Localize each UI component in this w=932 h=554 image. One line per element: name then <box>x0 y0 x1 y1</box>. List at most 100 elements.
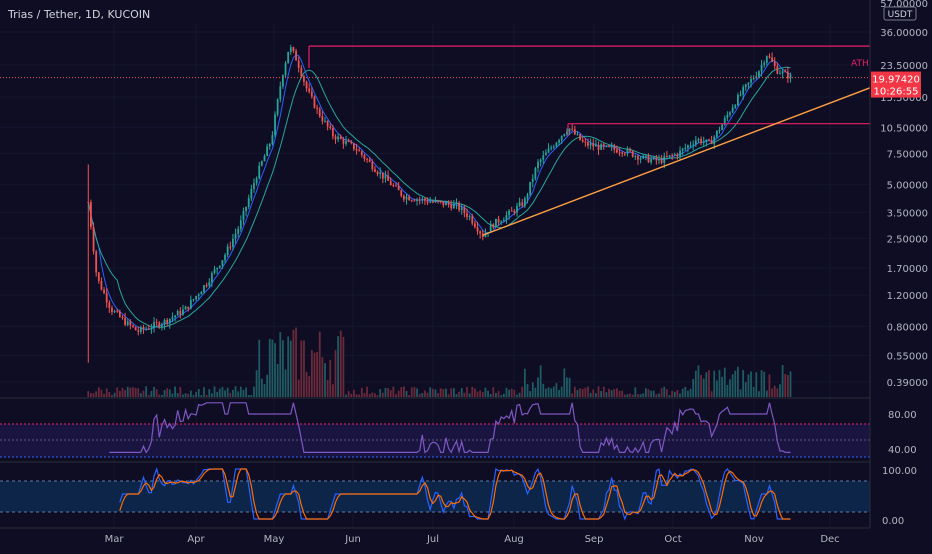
candle-body[interactable] <box>597 144 600 150</box>
candle-body[interactable] <box>121 316 124 318</box>
candle-body[interactable] <box>210 273 213 283</box>
candle-body[interactable] <box>589 143 592 146</box>
candle-body[interactable] <box>137 330 140 332</box>
candle-body[interactable] <box>271 135 274 145</box>
candle-body[interactable] <box>768 56 771 58</box>
candle-body[interactable] <box>616 149 618 153</box>
candle-body[interactable] <box>747 82 750 85</box>
candle-body[interactable] <box>416 199 418 202</box>
candle-body[interactable] <box>255 178 258 184</box>
candle-body[interactable] <box>566 131 568 135</box>
candle-body[interactable] <box>358 150 361 152</box>
candle-body[interactable] <box>681 148 684 151</box>
candle-body[interactable] <box>668 155 671 157</box>
candle-body[interactable] <box>426 200 429 203</box>
candle-body[interactable] <box>129 321 132 326</box>
candle-body[interactable] <box>384 175 387 179</box>
candle-body[interactable] <box>395 185 397 187</box>
candle-body[interactable] <box>111 307 113 313</box>
candle-body[interactable] <box>786 71 789 79</box>
candle-body[interactable] <box>103 289 105 294</box>
candle-body[interactable] <box>389 180 392 186</box>
candle-body[interactable] <box>510 210 513 212</box>
candle-body[interactable] <box>179 310 182 315</box>
candle-body[interactable] <box>705 139 708 142</box>
candle-body[interactable] <box>402 195 405 200</box>
candle-body[interactable] <box>489 224 492 233</box>
candle-body[interactable] <box>176 310 179 316</box>
candle-body[interactable] <box>731 107 734 113</box>
candle-body[interactable] <box>297 60 300 68</box>
candle-body[interactable] <box>266 146 269 156</box>
candle-body[interactable] <box>163 319 166 325</box>
candle-body[interactable] <box>468 216 471 218</box>
candle-body[interactable] <box>658 158 660 161</box>
candle-body[interactable] <box>171 317 174 319</box>
candle-body[interactable] <box>516 206 518 213</box>
candle-body[interactable] <box>184 306 187 310</box>
candle-body[interactable] <box>150 328 153 330</box>
candle-body[interactable] <box>729 112 731 115</box>
candle-body[interactable] <box>529 181 532 195</box>
candle-body[interactable] <box>253 183 255 189</box>
candle-body[interactable] <box>274 114 276 136</box>
candle-body[interactable] <box>758 71 760 77</box>
candle-body[interactable] <box>518 202 521 207</box>
candle-body[interactable] <box>247 198 250 207</box>
candle-body[interactable] <box>634 155 637 157</box>
symbol-title[interactable]: Trias / Tether, 1D, KUCOIN <box>7 8 150 21</box>
candle-body[interactable] <box>371 161 374 170</box>
candle-body[interactable] <box>631 151 634 157</box>
candle-body[interactable] <box>95 251 98 273</box>
candle-body[interactable] <box>334 136 337 140</box>
candle-body[interactable] <box>694 140 697 145</box>
candle-body[interactable] <box>650 159 653 163</box>
candle-body[interactable] <box>684 147 687 149</box>
candle-body[interactable] <box>584 141 587 143</box>
candle-body[interactable] <box>466 213 468 217</box>
candle-body[interactable] <box>445 202 447 206</box>
candle-body[interactable] <box>321 116 324 122</box>
candle-body[interactable] <box>776 65 779 74</box>
candle-body[interactable] <box>505 215 508 221</box>
candle-body[interactable] <box>303 76 305 82</box>
candle-body[interactable] <box>660 158 663 163</box>
candle-body[interactable] <box>471 216 474 224</box>
candle-body[interactable] <box>492 224 495 228</box>
candle-body[interactable] <box>258 165 261 179</box>
candle-body[interactable] <box>692 144 695 146</box>
candle-body[interactable] <box>405 196 408 200</box>
candle-body[interactable] <box>108 302 111 308</box>
candle-body[interactable] <box>282 75 284 87</box>
candle-body[interactable] <box>118 311 121 317</box>
candle-body[interactable] <box>329 126 332 129</box>
candle-body[interactable] <box>642 155 645 159</box>
candle-body[interactable] <box>232 238 234 247</box>
candle-body[interactable] <box>463 207 466 214</box>
candle-body[interactable] <box>760 64 763 72</box>
candle-body[interactable] <box>92 227 95 252</box>
candle-body[interactable] <box>342 138 345 144</box>
candle-body[interactable] <box>431 201 434 203</box>
candle-body[interactable] <box>189 300 192 309</box>
candle-body[interactable] <box>97 272 100 281</box>
candle-body[interactable] <box>339 136 342 139</box>
candle-body[interactable] <box>147 328 150 330</box>
candle-body[interactable] <box>400 190 403 196</box>
candle-body[interactable] <box>521 202 524 206</box>
candle-body[interactable] <box>479 231 482 234</box>
candle-body[interactable] <box>90 202 92 228</box>
candle-body[interactable] <box>497 218 500 223</box>
candle-body[interactable] <box>205 285 208 287</box>
candle-body[interactable] <box>539 159 542 163</box>
price-candles[interactable] <box>87 44 792 363</box>
ascending-trendline[interactable] <box>482 87 871 236</box>
candle-body[interactable] <box>779 73 781 75</box>
candle-body[interactable] <box>673 154 676 156</box>
candle-body[interactable] <box>300 67 303 77</box>
candle-body[interactable] <box>308 88 311 92</box>
candle-body[interactable] <box>134 326 137 331</box>
candle-body[interactable] <box>484 233 487 237</box>
candle-body[interactable] <box>458 202 461 210</box>
